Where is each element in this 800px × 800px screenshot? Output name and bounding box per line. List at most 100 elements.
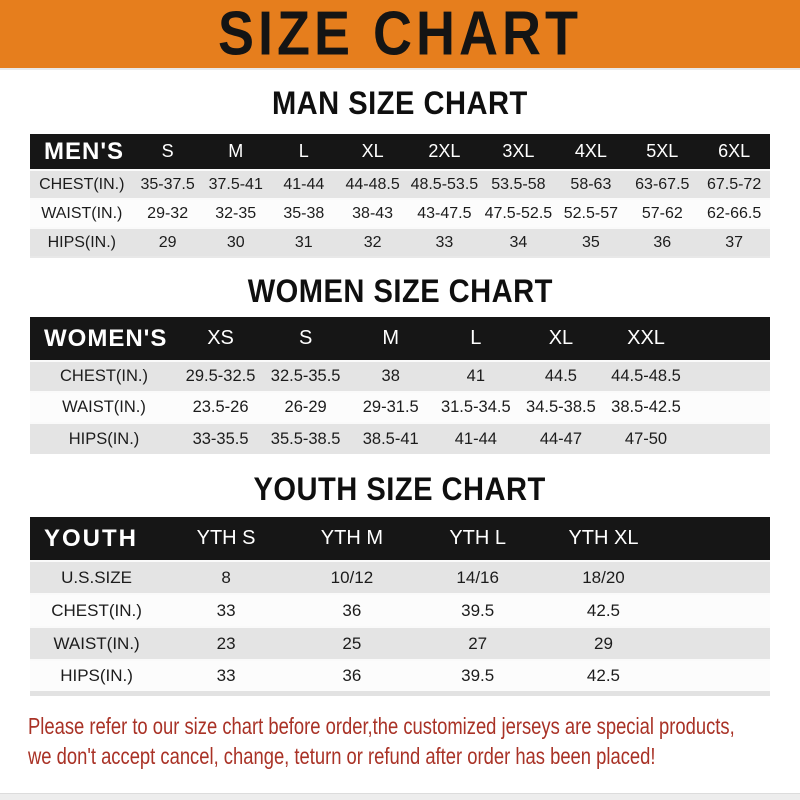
size-value: 41-44 [269, 169, 338, 199]
size-value: 47-50 [603, 422, 689, 454]
size-chart-banner: SIZE CHART [0, 0, 800, 70]
size-value: 38-43 [337, 198, 408, 228]
row-label: HIPS(IN.) [30, 659, 164, 693]
disclaimer-line-2: we don't accept cancel, change, teturn o… [28, 742, 656, 769]
size-value: 25 [288, 626, 415, 660]
size-value: 47.5-52.5 [481, 198, 556, 228]
size-value: 44.5-48.5 [603, 360, 689, 392]
size-value: 33 [407, 227, 482, 257]
row-label: CHEST(IN.) [30, 169, 134, 199]
bottom-edge-strip [0, 793, 800, 800]
women-col-header: L [433, 317, 519, 361]
size-value: 32.5-35.5 [263, 360, 349, 392]
size-value: 38.5-42.5 [603, 391, 689, 423]
row-label: CHEST(IN.) [30, 593, 164, 627]
size-value: 36 [626, 227, 699, 257]
row-label: HIPS(IN.) [30, 227, 134, 257]
women-col-header: S [263, 317, 349, 361]
youth-header-row: YOUTH YTH S YTH M YTH L YTH XL [30, 517, 770, 561]
youth-table-corner-label: YOUTH [30, 517, 164, 561]
size-value: 57-62 [626, 198, 699, 228]
size-value: 35.5-38.5 [263, 422, 349, 454]
row-label: HIPS(IN.) [30, 422, 178, 454]
men-col-header: XL [337, 134, 408, 170]
size-value: 23 [163, 626, 289, 660]
size-value: 67.5-72 [698, 169, 770, 199]
size-value: 29-32 [133, 198, 202, 228]
women-section-heading: WOMEN SIZE CHART [0, 274, 800, 310]
spacer-cell [666, 659, 770, 693]
size-value: 31 [269, 227, 338, 257]
row-label: WAIST(IN.) [30, 198, 134, 228]
row-label: WAIST(IN.) [30, 626, 164, 660]
spacer-cell [688, 317, 770, 361]
size-value: 34.5-38.5 [518, 391, 604, 423]
size-value: 42.5 [540, 659, 667, 693]
size-value: 44.5 [518, 360, 604, 392]
men-table-corner-label: MEN'S [30, 134, 134, 170]
size-value: 10/12 [288, 560, 415, 594]
size-value: 41-44 [433, 422, 519, 454]
women-table-corner-label: WOMEN'S [30, 317, 178, 361]
men-waist-row: WAIST(IN.) 29-32 32-35 35-38 38-43 43-47… [30, 198, 770, 228]
women-col-header: M [348, 317, 434, 361]
size-value: 39.5 [414, 593, 541, 627]
banner-title: SIZE CHART [218, 0, 582, 69]
spacer-cell [666, 593, 770, 627]
size-value: 44-48.5 [337, 169, 408, 199]
row-label: CHEST(IN.) [30, 360, 178, 392]
size-value: 43-47.5 [407, 198, 482, 228]
women-hips-row: HIPS(IN.) 33-35.5 35.5-38.5 38.5-41 41-4… [30, 422, 770, 454]
men-col-header: 3XL [481, 134, 556, 170]
size-value: 36 [288, 659, 415, 693]
spacer-cell [688, 360, 770, 392]
size-value: 62-66.5 [698, 198, 770, 228]
row-label: WAIST(IN.) [30, 391, 178, 423]
size-value: 41 [433, 360, 519, 392]
youth-size-table: YOUTH YTH S YTH M YTH L YTH XL U.S.SIZE … [30, 517, 770, 696]
women-col-header: XXL [603, 317, 689, 361]
disclaimer-line-1: Please refer to our size chart before or… [28, 712, 735, 739]
size-value: 48.5-53.5 [407, 169, 482, 199]
size-value: 38 [348, 360, 434, 392]
size-value: 37.5-41 [201, 169, 270, 199]
men-col-header: 4XL [555, 134, 627, 170]
youth-chest-row: CHEST(IN.) 33 36 39.5 42.5 [30, 593, 770, 627]
men-col-header: 5XL [626, 134, 699, 170]
youth-col-header: YTH M [288, 517, 415, 561]
youth-waist-row: WAIST(IN.) 23 25 27 29 [30, 626, 770, 660]
size-value: 31.5-34.5 [433, 391, 519, 423]
man-section-heading-text: MAN SIZE CHART [272, 85, 528, 122]
man-section-heading: MAN SIZE CHART [0, 85, 800, 122]
men-col-header: S [133, 134, 202, 170]
size-value: 14/16 [414, 560, 541, 594]
spacer-cell [688, 391, 770, 423]
men-chest-row: CHEST(IN.) 35-37.5 37.5-41 41-44 44-48.5… [30, 169, 770, 199]
women-col-header: XL [518, 317, 604, 361]
spacer-cell [666, 517, 770, 561]
size-value: 29 [540, 626, 667, 660]
youth-section-heading: YOUTH SIZE CHART [0, 471, 800, 508]
men-hips-row: HIPS(IN.) 29 30 31 32 33 34 35 36 37 [30, 227, 770, 257]
size-value: 35-38 [269, 198, 338, 228]
women-col-header: XS [178, 317, 264, 361]
size-value: 32-35 [201, 198, 270, 228]
size-value: 38.5-41 [348, 422, 434, 454]
size-value: 34 [481, 227, 556, 257]
size-value: 37 [698, 227, 770, 257]
size-value: 27 [414, 626, 541, 660]
size-value: 29 [133, 227, 202, 257]
women-chest-row: CHEST(IN.) 29.5-32.5 32.5-35.5 38 41 44.… [30, 360, 770, 392]
size-value: 42.5 [540, 593, 667, 627]
spacer-cell [666, 626, 770, 660]
size-value: 53.5-58 [481, 169, 556, 199]
size-value: 32 [337, 227, 408, 257]
youth-col-header: YTH S [163, 517, 289, 561]
size-value: 52.5-57 [555, 198, 627, 228]
youth-section-heading-text: YOUTH SIZE CHART [253, 471, 547, 508]
size-value: 29.5-32.5 [178, 360, 264, 392]
men-col-header: 6XL [698, 134, 770, 170]
size-value: 30 [201, 227, 270, 257]
size-value: 23.5-26 [178, 391, 264, 423]
size-value: 35 [555, 227, 627, 257]
